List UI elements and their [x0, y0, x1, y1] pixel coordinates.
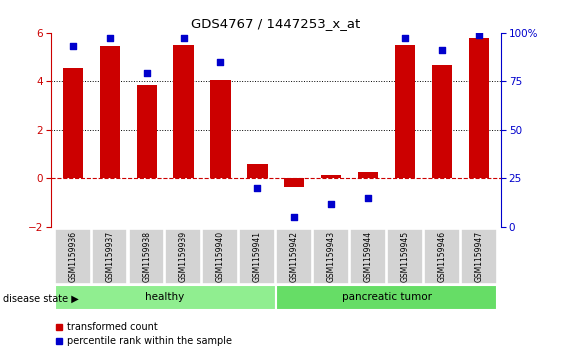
FancyBboxPatch shape	[239, 229, 275, 284]
Point	[401, 36, 410, 41]
Text: pancreatic tumor: pancreatic tumor	[342, 292, 432, 302]
FancyBboxPatch shape	[313, 229, 349, 284]
Text: disease state ▶: disease state ▶	[3, 293, 79, 303]
Bar	[136, 85, 157, 178]
FancyBboxPatch shape	[55, 285, 275, 310]
Text: GSM1159939: GSM1159939	[179, 231, 188, 282]
Text: GSM1159946: GSM1159946	[437, 231, 446, 282]
Point	[142, 70, 151, 76]
Text: GSM1159943: GSM1159943	[327, 231, 336, 282]
Bar	[284, 178, 305, 187]
Title: GDS4767 / 1447253_x_at: GDS4767 / 1447253_x_at	[191, 17, 360, 30]
FancyBboxPatch shape	[203, 229, 238, 284]
Text: GSM1159937: GSM1159937	[105, 231, 114, 282]
Text: GSM1159945: GSM1159945	[401, 231, 410, 282]
FancyBboxPatch shape	[276, 229, 312, 284]
Bar	[173, 45, 194, 178]
Text: GSM1159941: GSM1159941	[253, 231, 262, 282]
Point	[105, 36, 114, 41]
Point	[327, 201, 336, 207]
Text: GSM1159936: GSM1159936	[68, 231, 77, 282]
FancyBboxPatch shape	[276, 285, 497, 310]
FancyBboxPatch shape	[424, 229, 460, 284]
Bar	[395, 45, 415, 178]
Bar	[358, 172, 378, 178]
Bar	[321, 175, 341, 178]
Point	[68, 43, 77, 49]
Text: GSM1159940: GSM1159940	[216, 231, 225, 282]
Text: GSM1159942: GSM1159942	[290, 231, 299, 282]
FancyBboxPatch shape	[461, 229, 497, 284]
Point	[179, 36, 188, 41]
Bar	[100, 46, 120, 178]
Bar	[62, 68, 83, 178]
FancyBboxPatch shape	[92, 229, 127, 284]
FancyBboxPatch shape	[55, 229, 91, 284]
FancyBboxPatch shape	[387, 229, 423, 284]
Point	[290, 214, 299, 220]
Bar	[211, 80, 231, 178]
Text: GSM1159938: GSM1159938	[142, 231, 151, 282]
Text: GSM1159947: GSM1159947	[475, 231, 484, 282]
FancyBboxPatch shape	[128, 229, 164, 284]
Point	[437, 47, 446, 53]
Point	[216, 59, 225, 65]
Point	[364, 195, 373, 201]
Text: healthy: healthy	[145, 292, 185, 302]
Point	[253, 185, 262, 191]
Bar	[432, 65, 452, 178]
Point	[475, 32, 484, 37]
Legend: transformed count, percentile rank within the sample: transformed count, percentile rank withi…	[56, 322, 232, 346]
Bar	[247, 164, 267, 178]
Bar	[469, 37, 489, 178]
Text: GSM1159944: GSM1159944	[364, 231, 373, 282]
FancyBboxPatch shape	[350, 229, 386, 284]
FancyBboxPatch shape	[166, 229, 202, 284]
